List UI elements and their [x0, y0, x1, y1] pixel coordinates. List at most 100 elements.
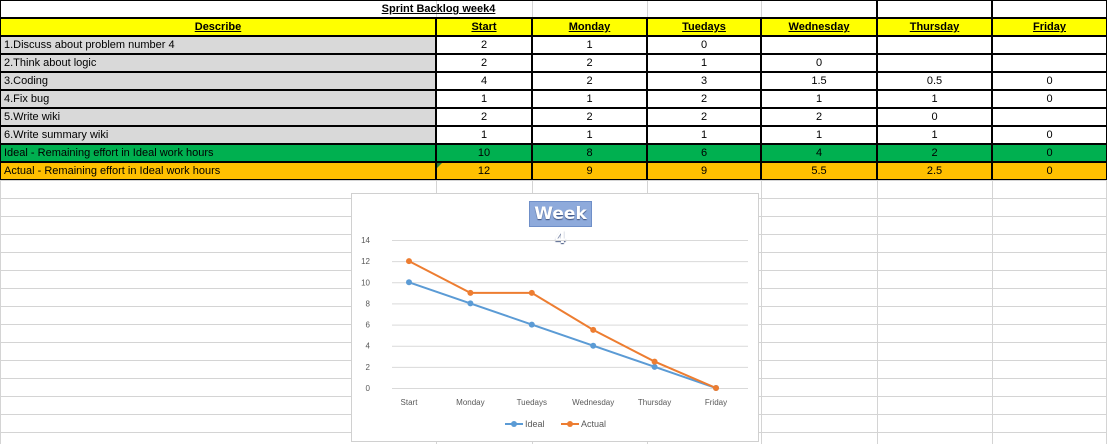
chart-plot-area[interactable]: 0 2 4 6 8 10 12 14 Start Monday Tuedays Wednesday Th…	[352, 194, 758, 441]
task-value-cell[interactable]: 1	[647, 54, 761, 72]
actual-value-cell[interactable]: 9	[532, 162, 647, 180]
task-value-cell[interactable]: 3	[647, 72, 761, 90]
legend-swatch-marker	[567, 421, 573, 427]
task-value-cell[interactable]: 2	[532, 72, 647, 90]
task-value-cell[interactable]	[877, 54, 992, 72]
task-value-cell[interactable]	[992, 36, 1107, 54]
task-value-cell[interactable]: 2	[532, 54, 647, 72]
actual-label-cell[interactable]: Actual - Remaining effort in Ideal work …	[0, 162, 436, 180]
column-header[interactable]: Describe	[0, 18, 436, 36]
empty-cell[interactable]	[877, 0, 992, 18]
column-header[interactable]: Start	[436, 18, 532, 36]
column-header[interactable]: Friday	[992, 18, 1107, 36]
data-point-actual	[467, 289, 474, 296]
data-point-actual	[528, 289, 535, 296]
sheet-title-cell[interactable]: Sprint Backlog week4	[0, 0, 877, 18]
task-value-cell[interactable]: 1	[761, 90, 877, 108]
task-value-cell[interactable]: 1	[877, 126, 992, 144]
column-header[interactable]: Wednesday	[761, 18, 877, 36]
actual-value-cell[interactable]: 12	[436, 162, 532, 180]
task-value-cell[interactable]: 1	[532, 126, 647, 144]
task-name-cell[interactable]: 4.Fix bug	[0, 90, 436, 108]
task-value-cell[interactable]: 1	[436, 126, 532, 144]
burndown-chart[interactable]: Week 4 0 2 4 6 8 10 12 14 Start Monday Tuedays Wedn…	[351, 193, 759, 442]
x-tick-label: Wednesday	[572, 398, 614, 407]
task-value-cell[interactable]: 0	[992, 72, 1107, 90]
task-name-cell[interactable]: 2.Think about logic	[0, 54, 436, 72]
task-name-cell[interactable]: 6.Write summary wiki	[0, 126, 436, 144]
ideal-value-cell[interactable]: 6	[647, 144, 761, 162]
actual-value-cell[interactable]: 5.5	[761, 162, 877, 180]
x-tick-label: Thursday	[638, 398, 671, 407]
task-value-cell[interactable]: 1	[761, 126, 877, 144]
column-header[interactable]: Thursday	[877, 18, 992, 36]
y-tick-label: 4	[366, 342, 371, 351]
actual-value-cell[interactable]: 9	[647, 162, 761, 180]
series-line-ideal	[408, 281, 717, 389]
task-value-cell[interactable]: 0	[761, 54, 877, 72]
data-point-ideal	[467, 300, 474, 307]
data-point-ideal	[528, 321, 535, 328]
chart-title[interactable]: Week 4	[529, 201, 592, 248]
ideal-value-cell[interactable]: 8	[532, 144, 647, 162]
y-tick-label: 14	[361, 236, 370, 245]
task-value-cell[interactable]: 1	[647, 126, 761, 144]
y-tick-label: 6	[366, 321, 371, 330]
task-value-cell[interactable]	[761, 36, 877, 54]
x-tick-label: Start	[401, 398, 419, 407]
y-tick-label: 8	[366, 299, 371, 308]
data-point-actual	[713, 385, 719, 391]
ideal-value-cell[interactable]: 10	[436, 144, 532, 162]
task-value-cell[interactable]: 0.5	[877, 72, 992, 90]
column-header[interactable]: Tuedays	[647, 18, 761, 36]
task-value-cell[interactable]: 2	[532, 108, 647, 126]
y-tick-label: 0	[366, 384, 371, 393]
task-value-cell[interactable]: 2	[647, 90, 761, 108]
x-tick-label: Tuedays	[517, 398, 547, 407]
empty-cell[interactable]	[992, 0, 1107, 18]
task-value-cell[interactable]: 2	[436, 36, 532, 54]
task-value-cell[interactable]: 1	[877, 90, 992, 108]
column-header[interactable]: Monday	[532, 18, 647, 36]
cell-error-indicator	[437, 163, 442, 168]
data-point-ideal	[651, 363, 658, 370]
task-value-cell[interactable]: 2	[436, 108, 532, 126]
legend-label: Actual	[581, 419, 606, 429]
task-name-cell[interactable]: 1.Discuss about problem number 4	[0, 36, 436, 54]
task-value-cell[interactable]: 1	[532, 36, 647, 54]
task-value-cell[interactable]: 2	[647, 108, 761, 126]
task-value-cell[interactable]: 4	[436, 72, 532, 90]
task-value-cell[interactable]: 1	[532, 90, 647, 108]
actual-value-cell[interactable]: 2.5	[877, 162, 992, 180]
task-value-cell[interactable]: 0	[647, 36, 761, 54]
data-point-actual	[406, 258, 412, 265]
data-point-actual	[651, 358, 658, 365]
task-value-cell[interactable]: 1.5	[761, 72, 877, 90]
data-point-ideal	[590, 342, 597, 349]
task-value-cell[interactable]: 1	[436, 90, 532, 108]
ideal-value-cell[interactable]: 0	[992, 144, 1107, 162]
task-name-cell[interactable]: 3.Coding	[0, 72, 436, 90]
actual-value-cell[interactable]: 0	[992, 162, 1107, 180]
x-tick-label: Friday	[705, 398, 727, 407]
task-value-cell[interactable]: 2	[436, 54, 532, 72]
y-tick-label: 10	[361, 278, 370, 287]
y-tick-label: 2	[366, 363, 371, 372]
ideal-value-cell[interactable]: 2	[877, 144, 992, 162]
ideal-label-cell[interactable]: Ideal - Remaining effort in Ideal work h…	[0, 144, 436, 162]
data-point-ideal	[406, 279, 412, 286]
legend-swatch-marker	[511, 421, 517, 427]
task-value-cell[interactable]: 0	[992, 90, 1107, 108]
task-name-cell[interactable]: 5.Write wiki	[0, 108, 436, 126]
ideal-value-cell[interactable]: 4	[761, 144, 877, 162]
series-line-actual	[408, 260, 717, 389]
data-point-actual	[590, 326, 597, 333]
y-tick-label: 12	[361, 257, 370, 266]
x-tick-label: Monday	[456, 398, 484, 407]
task-value-cell[interactable]: 2	[761, 108, 877, 126]
task-value-cell[interactable]: 0	[992, 126, 1107, 144]
task-value-cell[interactable]	[877, 36, 992, 54]
task-value-cell[interactable]	[992, 108, 1107, 126]
task-value-cell[interactable]: 0	[877, 108, 992, 126]
task-value-cell[interactable]	[992, 54, 1107, 72]
